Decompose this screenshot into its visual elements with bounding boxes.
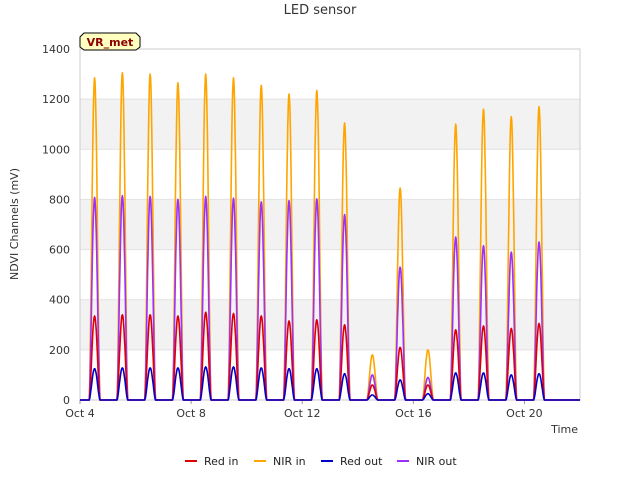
x-tick-label: Oct 8 (176, 407, 206, 420)
series-layer (80, 72, 580, 401)
y-tick-label: 200 (49, 344, 70, 357)
y-tick-label: 400 (49, 294, 70, 307)
x-tick-label: Oct 12 (284, 407, 321, 420)
y-tick-label: 1400 (42, 43, 70, 56)
grid-bands (80, 98, 580, 401)
x-tick-label: Oct 20 (506, 407, 543, 420)
series-line-red-out (80, 366, 580, 401)
vr-met-badge: VR_met (79, 32, 141, 51)
x-tick-label: Oct 4 (65, 407, 95, 420)
x-axis-title: Time (550, 423, 578, 436)
x-tick-label: Oct 16 (395, 407, 432, 420)
grid-band (80, 199, 580, 250)
legend-label: NIR out (416, 455, 457, 468)
chart-title: LED sensor (284, 3, 357, 18)
grid-band (80, 99, 580, 150)
legend-label: NIR in (273, 455, 306, 468)
y-tick-label: 1000 (42, 143, 70, 156)
y-tick-label: 600 (49, 244, 70, 257)
y-axis-title: NDVI Channels (mV) (8, 168, 21, 280)
legend-label: Red out (340, 455, 383, 468)
grid-band (80, 299, 580, 350)
y-tick-label: 1200 (42, 93, 70, 106)
x-axis: Oct 4 Oct 8 Oct 12 Oct 16 Oct 20 (65, 400, 543, 420)
y-axis: 0 200 400 600 800 1000 1200 1400 (42, 43, 70, 407)
y-tick-label: 0 (63, 394, 70, 407)
y-tick-label: 800 (49, 193, 70, 206)
legend: Red in NIR in Red out NIR out (185, 455, 457, 468)
legend-label: Red in (204, 455, 238, 468)
vr-met-badge-label: VR_met (87, 36, 134, 49)
